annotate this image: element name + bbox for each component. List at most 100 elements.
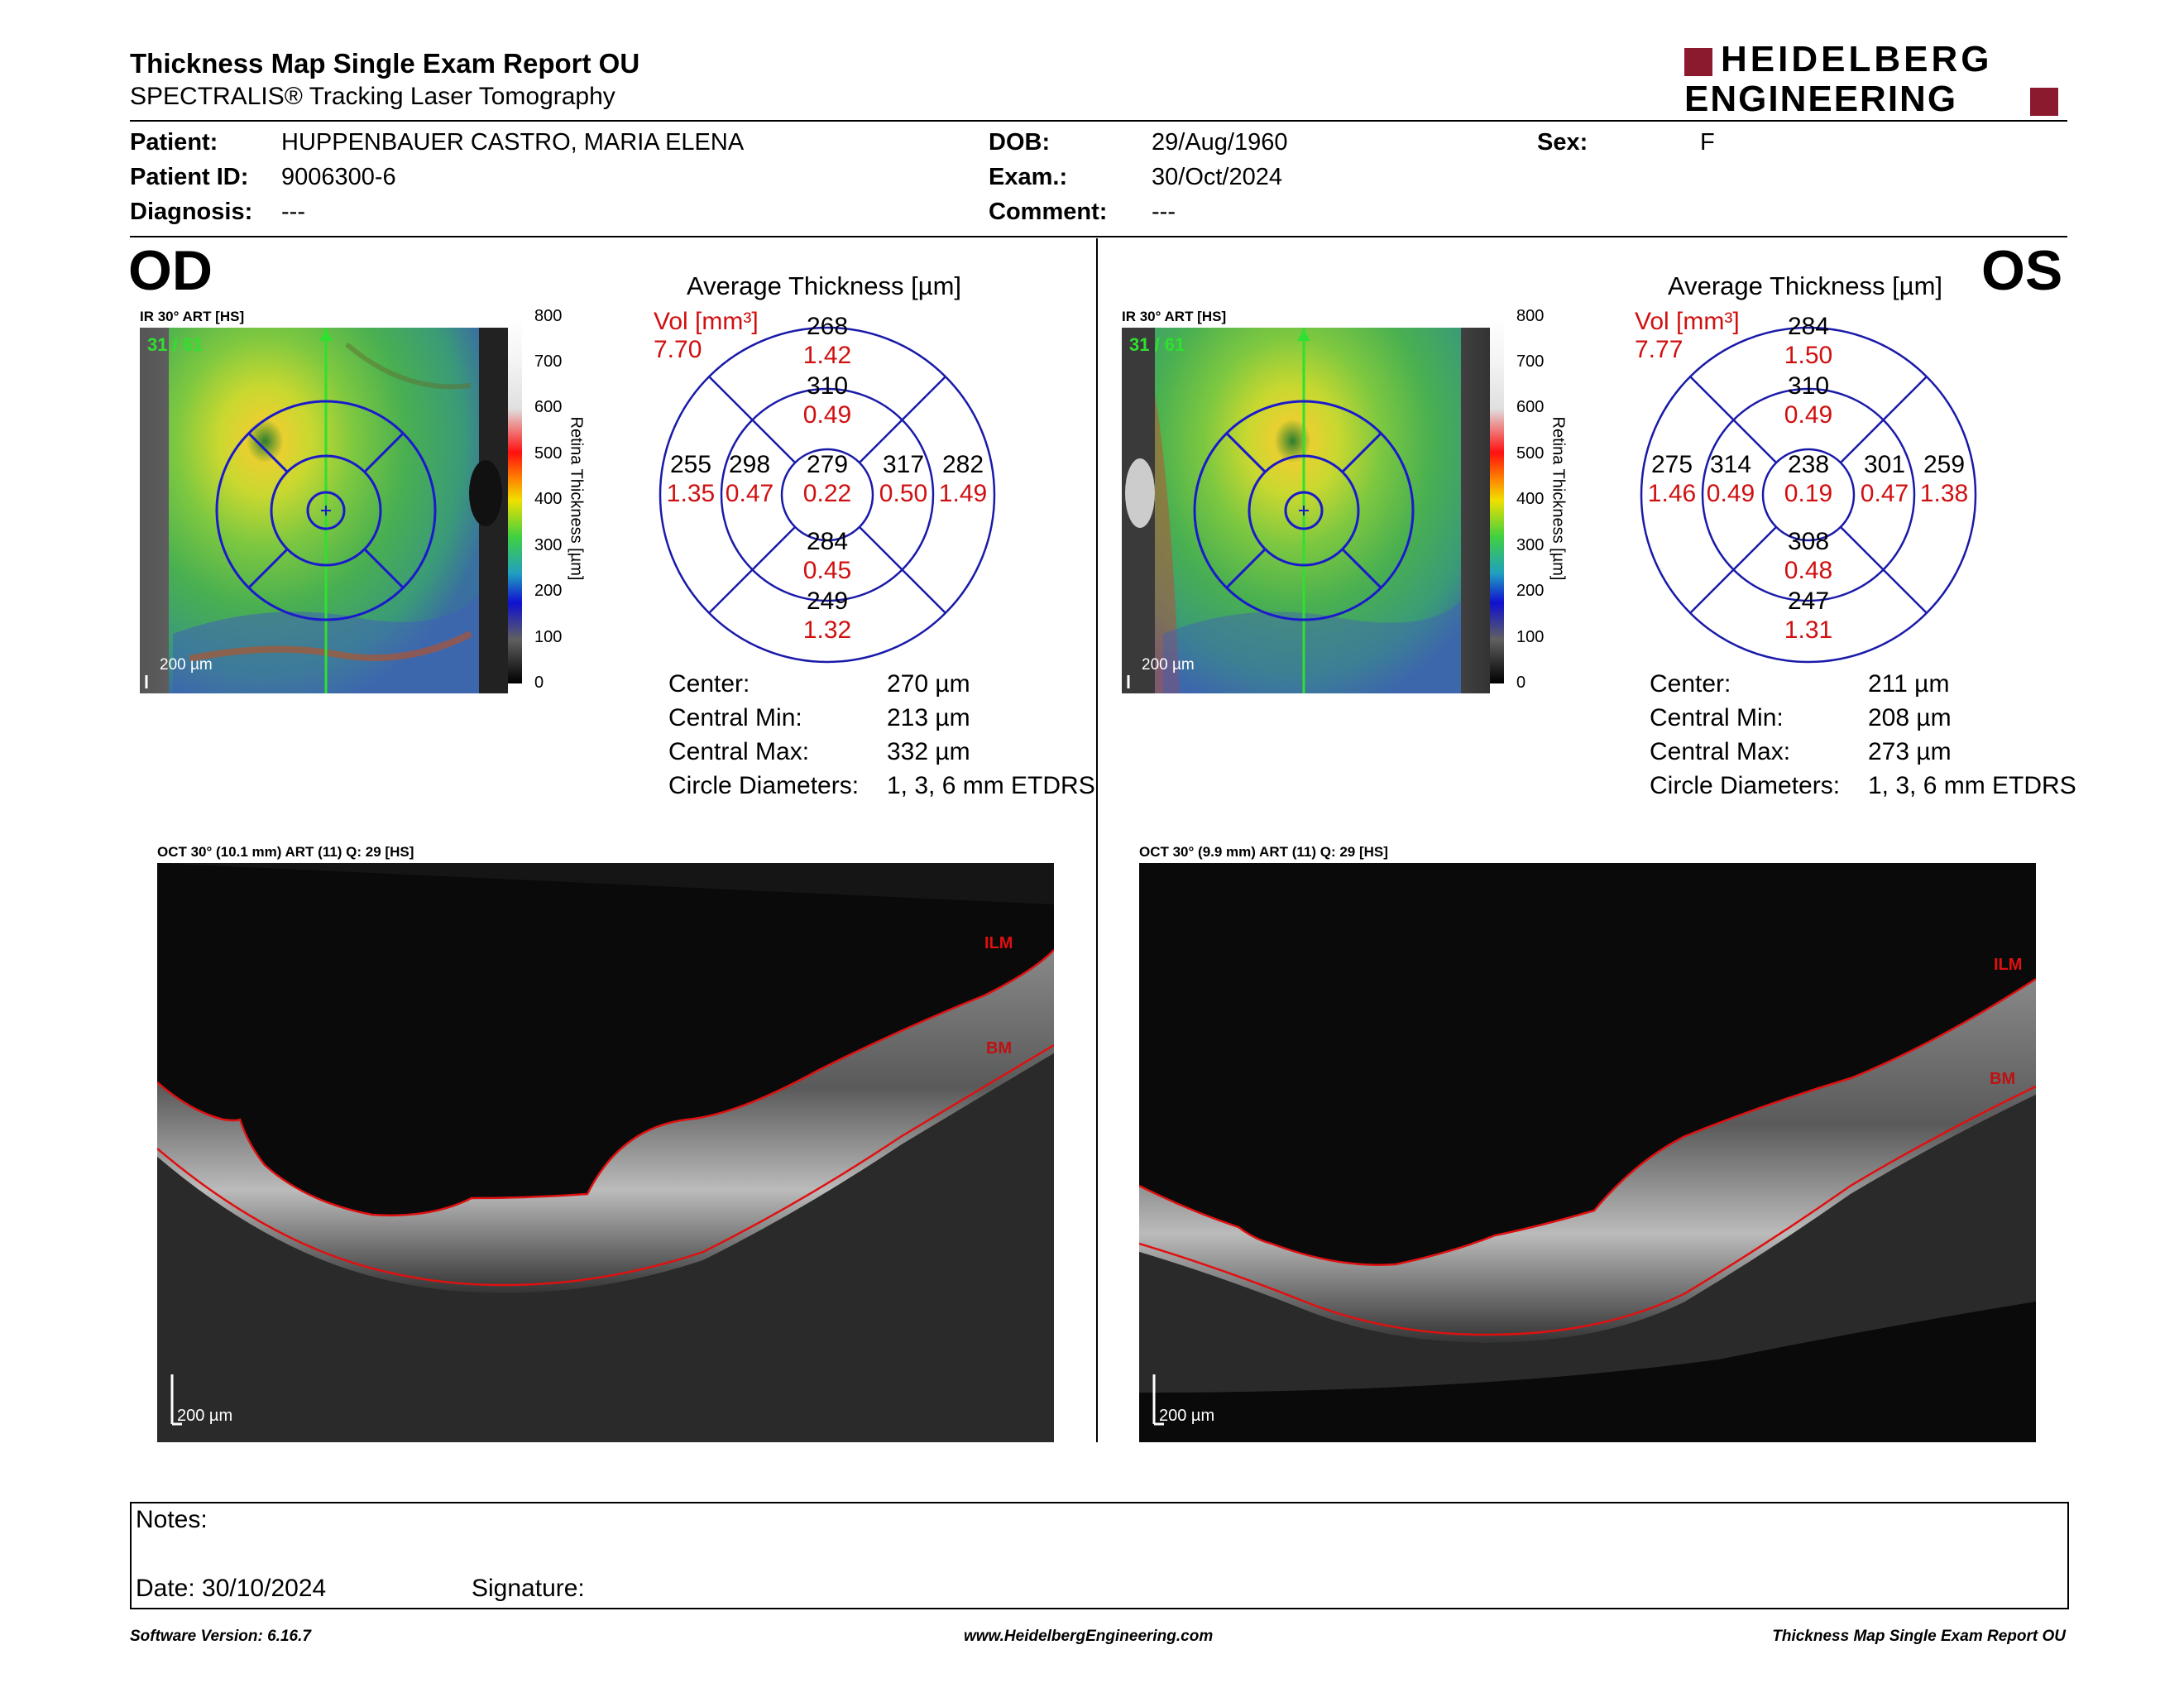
color-scale-bar-od xyxy=(508,317,522,683)
oct-label-od: OCT 30° (10.1 mm) ART (11) Q: 29 [HS] xyxy=(157,844,414,860)
footer-report-name: Thickness Map Single Exam Report OU xyxy=(1772,1628,2066,1645)
comment-value: --- xyxy=(1152,199,1176,225)
etdrs-inner-temp-vol-os: 0.49 xyxy=(1706,480,1755,507)
bm-label-od: BM xyxy=(986,1039,1013,1057)
stat-center-label-os: Center: xyxy=(1650,670,1731,698)
scale-tick-600-os: 600 xyxy=(1516,398,1545,416)
fundus-label-os: IR 30° ART [HS] xyxy=(1122,309,1227,324)
scale-tick-300-os: 300 xyxy=(1516,536,1545,554)
dob-value: 29/Aug/1960 xyxy=(1152,129,1288,156)
scale-tick-800-od: 800 xyxy=(534,307,563,325)
vol-label-od: Vol [mm³] xyxy=(654,308,759,335)
fundus-thickness-map-os xyxy=(1122,328,1490,693)
etdrs-outer-temp-thickness-os: 275 xyxy=(1650,451,1693,478)
notes-box[interactable] xyxy=(130,1502,2069,1609)
etdrs-inner-sup-vol-od: 0.49 xyxy=(802,401,852,429)
etdrs-outer-inf-vol-os: 1.31 xyxy=(1784,616,1833,644)
sex-label: Sex: xyxy=(1537,129,1588,156)
scale-tick-600-od: 600 xyxy=(534,398,563,416)
fundus-label-od: IR 30° ART [HS] xyxy=(140,309,245,324)
scale-tick-0-od: 0 xyxy=(534,674,544,692)
scale-tick-100-od: 100 xyxy=(534,628,563,646)
scale-tick-700-od: 700 xyxy=(534,352,563,371)
etdrs-outer-inf-thickness-os: 247 xyxy=(1787,587,1830,615)
eye-divider xyxy=(1096,238,1098,1442)
stat-max-label-os: Central Max: xyxy=(1650,738,1791,765)
avg-thickness-title-od: Average Thickness [µm] xyxy=(687,271,962,300)
etdrs-outer-sup-thickness-os: 284 xyxy=(1787,313,1830,340)
logo-square-top xyxy=(1684,48,1712,76)
scale-tick-500-os: 500 xyxy=(1516,444,1545,463)
patient-divider xyxy=(130,236,2067,237)
etdrs-inner-nasal-vol-os: 0.47 xyxy=(1860,480,1909,507)
stat-center-value-os: 211 µm xyxy=(1868,670,1950,698)
etdrs-inner-temp-vol-od: 0.47 xyxy=(725,480,774,507)
vol-label-os: Vol [mm³] xyxy=(1635,308,1740,335)
date-label: Date: 30/10/2024 xyxy=(136,1575,327,1602)
etdrs-inner-sup-thickness-od: 310 xyxy=(806,372,849,400)
header-divider xyxy=(130,120,2067,122)
etdrs-center-vol-od: 0.22 xyxy=(802,480,852,507)
bm-label-os: BM xyxy=(1990,1070,2016,1088)
fundus-scale-od: 200 µm xyxy=(160,656,213,674)
eye-label-os: OS xyxy=(1981,239,2063,302)
diagnosis-value: --- xyxy=(281,199,305,225)
slice-indicator-os: 31 / 61 xyxy=(1129,334,1185,355)
eye-label-od: OD xyxy=(128,239,213,302)
scale-title-os: Retina Thickness [µm] xyxy=(1549,416,1568,581)
scale-title-od: Retina Thickness [µm] xyxy=(567,416,586,581)
report-title: Thickness Map Single Exam Report OU xyxy=(130,48,640,79)
etdrs-outer-temp-vol-od: 1.35 xyxy=(666,480,716,507)
stat-circles-value-os: 1, 3, 6 mm ETDRS xyxy=(1868,772,2076,799)
vol-total-od: 7.70 xyxy=(654,336,702,363)
etdrs-inner-sup-thickness-os: 310 xyxy=(1787,372,1830,400)
stat-center-value-od: 270 µm xyxy=(887,670,970,698)
dob-label: DOB: xyxy=(989,129,1051,156)
etdrs-outer-nasal-vol-os: 1.38 xyxy=(1919,480,1969,507)
stat-circles-label-os: Circle Diameters: xyxy=(1650,772,1841,799)
vol-total-os: 7.77 xyxy=(1635,336,1684,363)
exam-label: Exam.: xyxy=(989,164,1068,190)
patient-id-label: Patient ID: xyxy=(130,164,249,190)
stat-max-label-od: Central Max: xyxy=(668,738,810,765)
etdrs-outer-sup-thickness-od: 268 xyxy=(806,313,849,340)
scale-tick-200-od: 200 xyxy=(534,582,563,600)
software-version: Software Version: 6.16.7 xyxy=(130,1628,311,1645)
oct-bscan-os xyxy=(1139,863,2036,1442)
comment-label: Comment: xyxy=(989,199,1108,225)
etdrs-outer-inf-vol-od: 1.32 xyxy=(802,616,852,644)
scale-tick-400-od: 400 xyxy=(534,490,563,508)
stat-circles-value-od: 1, 3, 6 mm ETDRS xyxy=(887,772,1095,799)
scale-tick-200-os: 200 xyxy=(1516,582,1545,600)
etdrs-inner-temp-thickness-od: 298 xyxy=(728,451,771,478)
etdrs-grid-os xyxy=(1639,325,1978,664)
etdrs-outer-temp-vol-os: 1.46 xyxy=(1647,480,1697,507)
etdrs-center-thickness-os: 238 xyxy=(1787,451,1830,478)
etdrs-center-thickness-od: 279 xyxy=(806,451,849,478)
oct-scale-od: 200 µm xyxy=(177,1407,233,1425)
etdrs-outer-temp-thickness-od: 255 xyxy=(669,451,712,478)
scale-tick-800-os: 800 xyxy=(1516,307,1545,325)
scale-tick-100-os: 100 xyxy=(1516,628,1545,646)
stat-circles-label-od: Circle Diameters: xyxy=(668,772,860,799)
etdrs-outer-nasal-thickness-os: 259 xyxy=(1923,451,1966,478)
etdrs-inner-inf-thickness-od: 284 xyxy=(806,528,849,555)
etdrs-inner-nasal-thickness-od: 317 xyxy=(882,451,925,478)
etdrs-inner-inf-vol-od: 0.45 xyxy=(802,557,852,584)
stat-min-label-os: Central Min: xyxy=(1650,704,1784,731)
stat-min-value-os: 208 µm xyxy=(1868,704,1952,731)
logo-line-1: HEIDELBERG xyxy=(1721,39,1993,79)
notes-label: Notes: xyxy=(136,1506,208,1533)
etdrs-outer-sup-vol-os: 1.50 xyxy=(1784,342,1833,369)
oct-label-os: OCT 30° (9.9 mm) ART (11) Q: 29 [HS] xyxy=(1139,844,1388,860)
website-link[interactable]: www.HeidelbergEngineering.com xyxy=(964,1628,1214,1645)
avg-thickness-title-os: Average Thickness [µm] xyxy=(1668,271,1943,300)
stat-max-value-od: 332 µm xyxy=(887,738,970,765)
etdrs-outer-nasal-vol-od: 1.49 xyxy=(938,480,988,507)
stat-center-label-od: Center: xyxy=(668,670,750,698)
etdrs-inner-temp-thickness-os: 314 xyxy=(1709,451,1752,478)
etdrs-inner-nasal-vol-od: 0.50 xyxy=(879,480,928,507)
etdrs-inner-inf-thickness-os: 308 xyxy=(1787,528,1830,555)
patient-id: 9006300-6 xyxy=(281,164,396,190)
stat-min-value-od: 213 µm xyxy=(887,704,970,731)
